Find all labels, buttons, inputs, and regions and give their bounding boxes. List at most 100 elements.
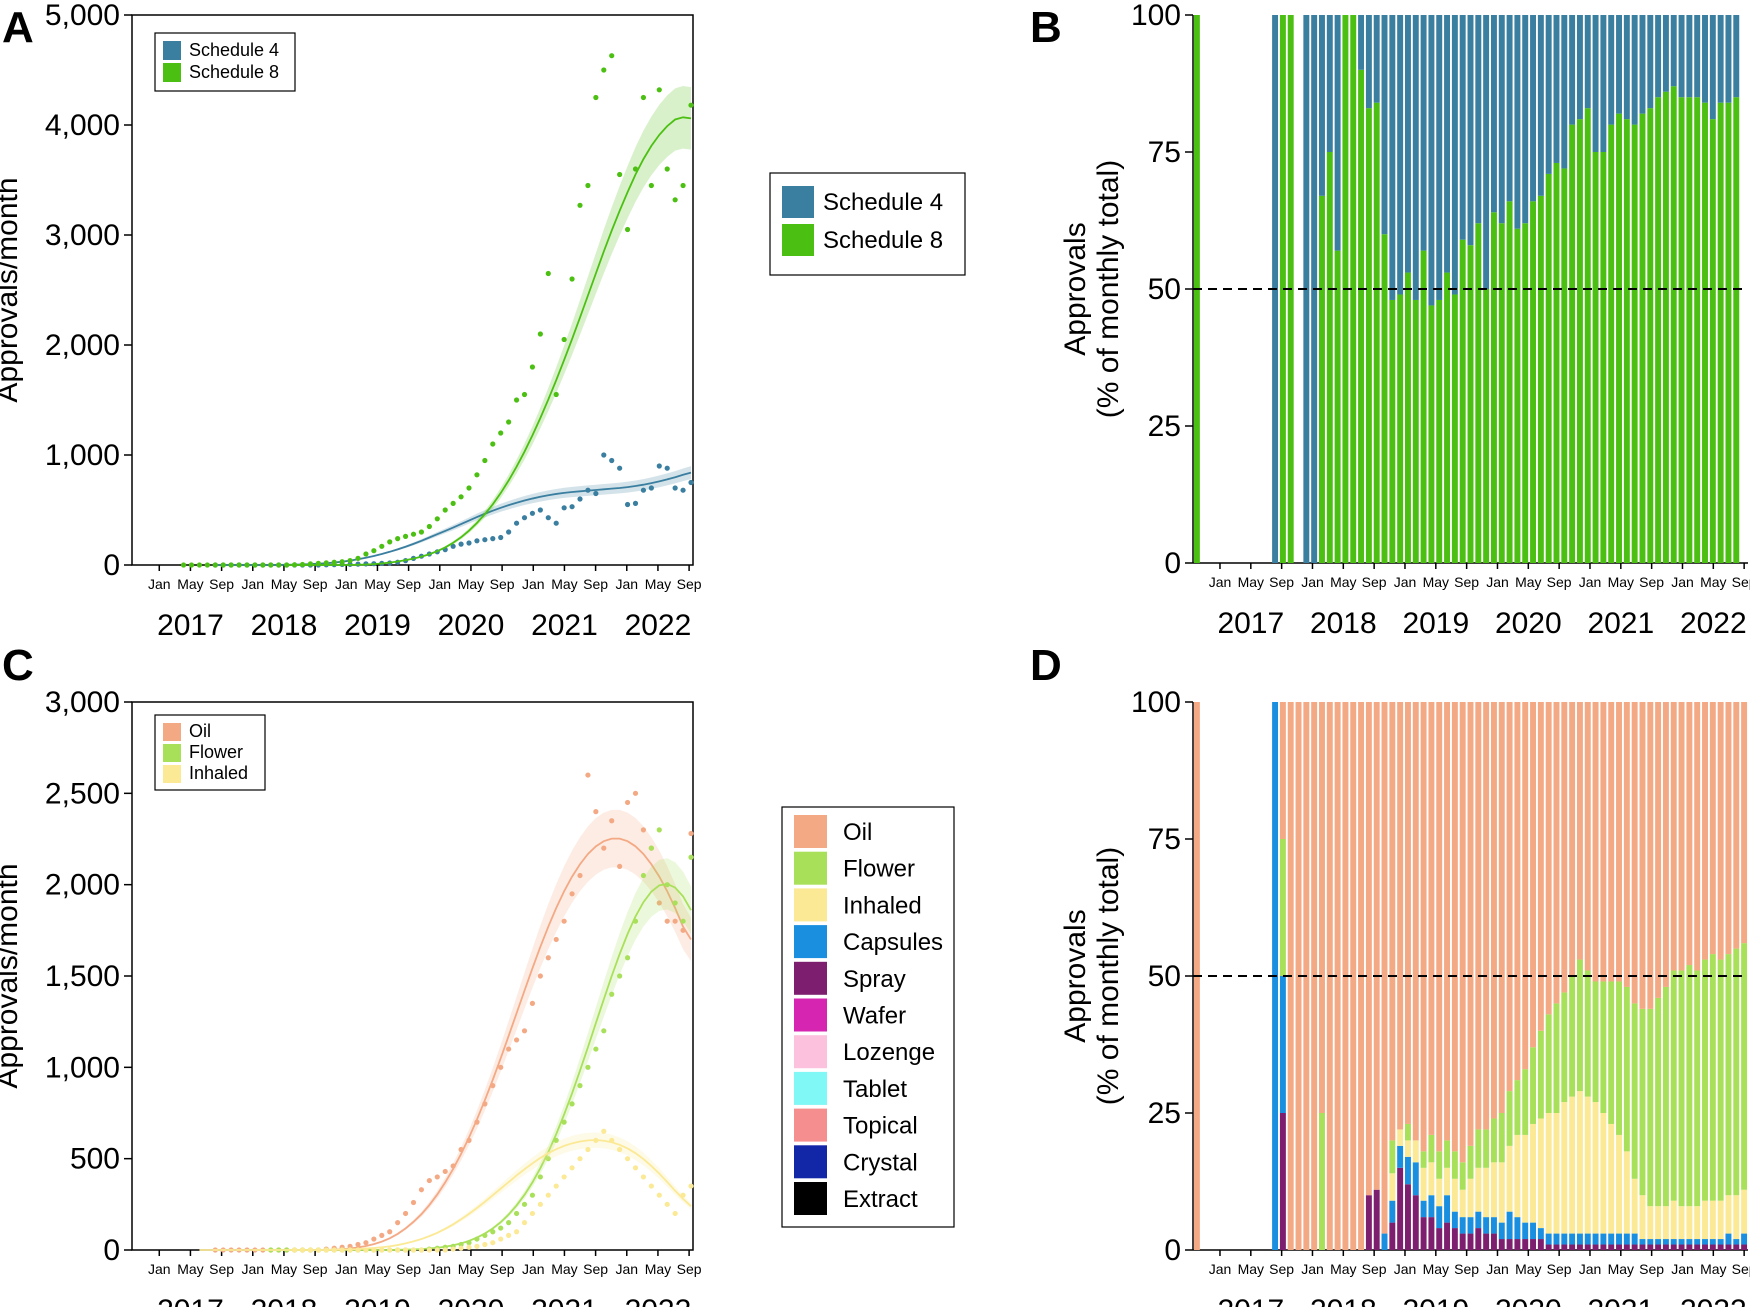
- bar-segment: [1631, 702, 1638, 1004]
- bar-segment: [1686, 702, 1693, 966]
- bar-segment: [1483, 1167, 1490, 1218]
- legend-swatch: [794, 888, 827, 922]
- y-tick-label: 0: [103, 549, 120, 582]
- data-point: [640, 872, 647, 879]
- bar-segment: [1647, 1206, 1654, 1240]
- bar-segment: [1506, 1145, 1513, 1212]
- legend-swatch: [794, 1035, 827, 1069]
- bar-segment: [1436, 1151, 1443, 1179]
- bar-segment: [1428, 1134, 1435, 1163]
- bar-segment: [1389, 1222, 1396, 1250]
- data-point: [347, 558, 353, 564]
- data-point: [379, 543, 385, 549]
- bar-segment: [1451, 1151, 1458, 1179]
- bar-segment: [1670, 702, 1677, 971]
- data-point: [418, 1247, 425, 1253]
- data-point: [664, 465, 670, 471]
- data-point: [609, 53, 615, 59]
- bar-segment: [1475, 1129, 1482, 1168]
- data-point: [379, 1232, 385, 1238]
- bar-segment: [1490, 1162, 1497, 1218]
- bar-segment: [1647, 108, 1654, 563]
- bar-segment: [1709, 119, 1716, 564]
- data-point: [402, 1210, 409, 1217]
- data-point: [545, 270, 551, 277]
- bar-segment: [1584, 1244, 1591, 1250]
- bar-segment: [1381, 702, 1388, 1234]
- bar-segment: [1561, 1233, 1568, 1245]
- bar-segment: [1647, 15, 1654, 109]
- bar-segment: [1670, 86, 1677, 564]
- bar-segment: [1608, 15, 1615, 125]
- bar-segment: [1498, 223, 1505, 564]
- data-point: [688, 830, 694, 837]
- chart-panel-b: 0 25 50 75 100 Approvals (% of monthly total) J…: [1059, 0, 1750, 640]
- data-point: [260, 562, 266, 568]
- x-month-label: Sep: [1732, 1261, 1750, 1277]
- bar-segment: [1686, 15, 1693, 98]
- data-point: [593, 94, 599, 101]
- data-point: [680, 487, 686, 493]
- bar-segment: [1451, 1228, 1458, 1250]
- bar-segment: [1451, 294, 1458, 563]
- data-point: [490, 1083, 496, 1089]
- bar-segment: [1733, 97, 1740, 563]
- x-month-label: May: [1423, 574, 1449, 590]
- bar-segment: [1623, 1151, 1630, 1234]
- data-point: [513, 1229, 520, 1235]
- bar-segment: [1514, 15, 1521, 229]
- x-month-label: May: [1515, 574, 1541, 590]
- bar-segment: [1569, 1096, 1576, 1234]
- data-point: [529, 1210, 536, 1217]
- data-point: [315, 1247, 321, 1253]
- data-point: [624, 226, 631, 233]
- data-point: [466, 485, 472, 491]
- bar-segment: [1655, 97, 1662, 563]
- bar-segment: [1412, 1140, 1419, 1163]
- data-point: [640, 487, 647, 493]
- data-point: [482, 1101, 488, 1107]
- x-month-label: Jan: [335, 576, 358, 592]
- data-point: [664, 918, 670, 924]
- bar-segment: [1451, 1178, 1458, 1212]
- bar-segment: [1655, 1244, 1662, 1250]
- x-month-label: May: [1700, 1261, 1726, 1277]
- bar-segment: [1709, 15, 1716, 120]
- bar-segment: [1600, 152, 1607, 563]
- legend-swatch: [794, 1071, 827, 1105]
- data-point: [585, 182, 591, 189]
- bar-segment: [1639, 1244, 1646, 1250]
- bar-segment: [1702, 1244, 1708, 1250]
- x-month-label: Jan: [148, 1261, 171, 1277]
- bar-segment: [1569, 124, 1576, 563]
- x-year-label: 2020: [438, 1294, 505, 1307]
- data-point: [624, 501, 631, 508]
- data-point: [553, 1137, 559, 1143]
- bar-segment: [1545, 173, 1552, 564]
- bar-segment: [1592, 1244, 1599, 1250]
- data-point: [490, 1240, 496, 1246]
- bar-segment: [1694, 1244, 1701, 1250]
- legend-label: Inhaled: [189, 763, 248, 783]
- data-point: [506, 419, 512, 425]
- x-month-label: May: [271, 576, 297, 592]
- bar-segment: [1537, 1118, 1544, 1229]
- data-point: [490, 536, 496, 542]
- bar-segment: [1592, 15, 1599, 152]
- bar-segment: [1702, 959, 1708, 1201]
- y-tick-label: 25: [1148, 1097, 1181, 1130]
- data-point: [498, 1064, 504, 1070]
- data-point: [466, 1137, 472, 1143]
- data-point: [442, 507, 448, 513]
- legend-swatch: [163, 765, 181, 783]
- x-year-label: 2020: [1495, 607, 1562, 640]
- bar-segment: [1608, 1123, 1615, 1234]
- bar-segment: [1678, 15, 1685, 98]
- bar-segment: [1428, 15, 1435, 306]
- bar-segment: [1616, 1134, 1622, 1234]
- bar-segment: [1678, 1206, 1685, 1240]
- data-point: [466, 1240, 472, 1246]
- data-point: [585, 487, 591, 493]
- x-month-label: Jan: [1394, 1261, 1417, 1277]
- bar-segment: [1631, 1233, 1638, 1245]
